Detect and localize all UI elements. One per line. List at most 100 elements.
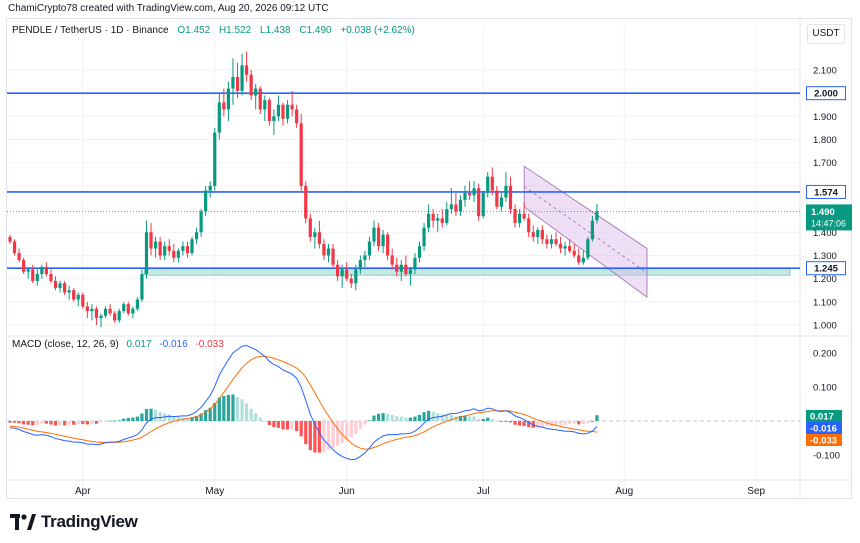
macd-histogram-bar [518,421,522,426]
candle-body [63,283,67,293]
macd-histogram-bar [222,395,226,421]
candle-body [358,260,362,270]
candle-body [258,88,262,110]
candle-body [504,185,508,198]
candle-body [349,278,353,284]
candle-body [267,100,271,121]
candle-body [472,188,476,196]
macd-histogram-bar [276,421,281,428]
tradingview-logo-text: TradingView [41,512,138,531]
candle-body [85,306,89,312]
macd-histogram-bar [386,413,390,421]
macd-histogram-bar [117,420,121,422]
candle-body [308,218,312,237]
macd-histogram-bar [76,421,80,425]
tradingview-logo-icon [10,514,36,530]
macd-histogram-bar [53,421,58,426]
time-tick-label: Jul [477,486,490,497]
candle-body [531,232,535,237]
candle-body [190,239,194,254]
macd-histogram-bar [522,421,526,427]
change-value: +0.038 (+2.62%) [340,25,415,36]
macd-histogram-bar [49,421,53,425]
macd-histogram-bar [427,410,431,421]
candle-body [486,176,490,193]
macd-histogram-bar [190,417,194,421]
support-zone-rect [144,267,791,276]
macd-histogram-bar [144,409,149,421]
candle-body [144,232,149,274]
macd-histogram-bar [22,421,26,425]
macd-histogram-bar [99,421,103,423]
candle-body [35,274,39,281]
macd-signal-value: -0.033 [195,339,224,350]
candle-body [590,220,594,240]
tradingview-logo[interactable]: TradingView [10,512,138,532]
candle-body [340,269,344,277]
macd-histogram-bar [413,416,417,421]
macd-histogram-bar [185,418,190,421]
macd-histogram-value: 0.017 [126,339,152,350]
candle-body [376,227,381,247]
candle-body [103,308,108,316]
candle-body [49,274,53,281]
macd-histogram-bar [204,410,208,421]
macd-histogram-bar [213,402,217,421]
candle-body [295,109,299,124]
macd-histogram-bar [263,421,267,422]
macd-histogram-bar [545,421,549,427]
macd-tick-label: 0.100 [813,383,837,394]
macd-histogram-bar [149,408,153,421]
macd-histogram-bar [463,415,467,421]
macd-histogram-bar [58,421,62,426]
macd-histogram-bar [267,421,271,426]
macd-histogram-bar [208,407,212,421]
macd-histogram-bar [367,420,372,422]
price-tick-label: 1.200 [813,274,837,285]
candle-body [235,76,240,91]
candle-body [381,234,385,247]
candle-body [113,313,117,321]
candle-body [577,255,581,263]
macd-signal-tag [806,434,842,446]
macd-histogram-bar [349,421,353,438]
candle-body [17,253,21,261]
macd-histogram-bar [554,421,558,426]
currency-button[interactable]: USDT [807,24,845,44]
candle-body [131,308,135,314]
macd-histogram-bar [40,421,44,424]
macd-histogram-bar [558,421,563,426]
macd-histogram-bar [322,421,326,453]
support-zone [144,267,791,276]
macd-histogram-bar [85,421,89,425]
candle-body [390,255,394,265]
macd-histogram-bar [499,421,503,422]
candle-body [94,308,99,319]
candle-body [540,229,544,240]
candle-body [22,260,26,272]
level-price-label: 1.245 [814,264,838,275]
candle-body [12,241,17,254]
candle-body [467,192,472,196]
macd-histogram-bar [381,413,385,421]
candle-body [372,227,376,242]
candle-body [194,232,199,240]
chart-credit: ChamiCrypto78 created with TradingView.c… [8,3,329,14]
macd-histogram-bar [8,421,12,423]
candle-body [581,257,585,263]
macd-histogram-bar [140,413,144,421]
candle-body [513,209,517,223]
candle-body [313,232,317,237]
macd-histogram-bar [590,421,594,422]
candle-body [217,102,221,133]
candle-body [331,248,335,265]
macd-histogram-bar [467,416,472,421]
macd-histogram-tag-label: 0.017 [810,412,834,423]
macd-legend: MACD (close, 12, 26, 9) 0.017 -0.016 -0.… [12,339,224,350]
macd-histogram-bar [235,397,240,421]
candle-body [290,104,294,110]
candle-body [481,192,485,217]
macd-histogram-bar [317,421,321,453]
macd-histogram-bar [254,413,258,421]
